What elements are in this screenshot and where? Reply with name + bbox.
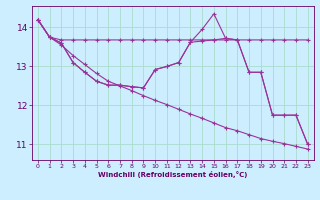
X-axis label: Windchill (Refroidissement éolien,°C): Windchill (Refroidissement éolien,°C) [98, 171, 247, 178]
